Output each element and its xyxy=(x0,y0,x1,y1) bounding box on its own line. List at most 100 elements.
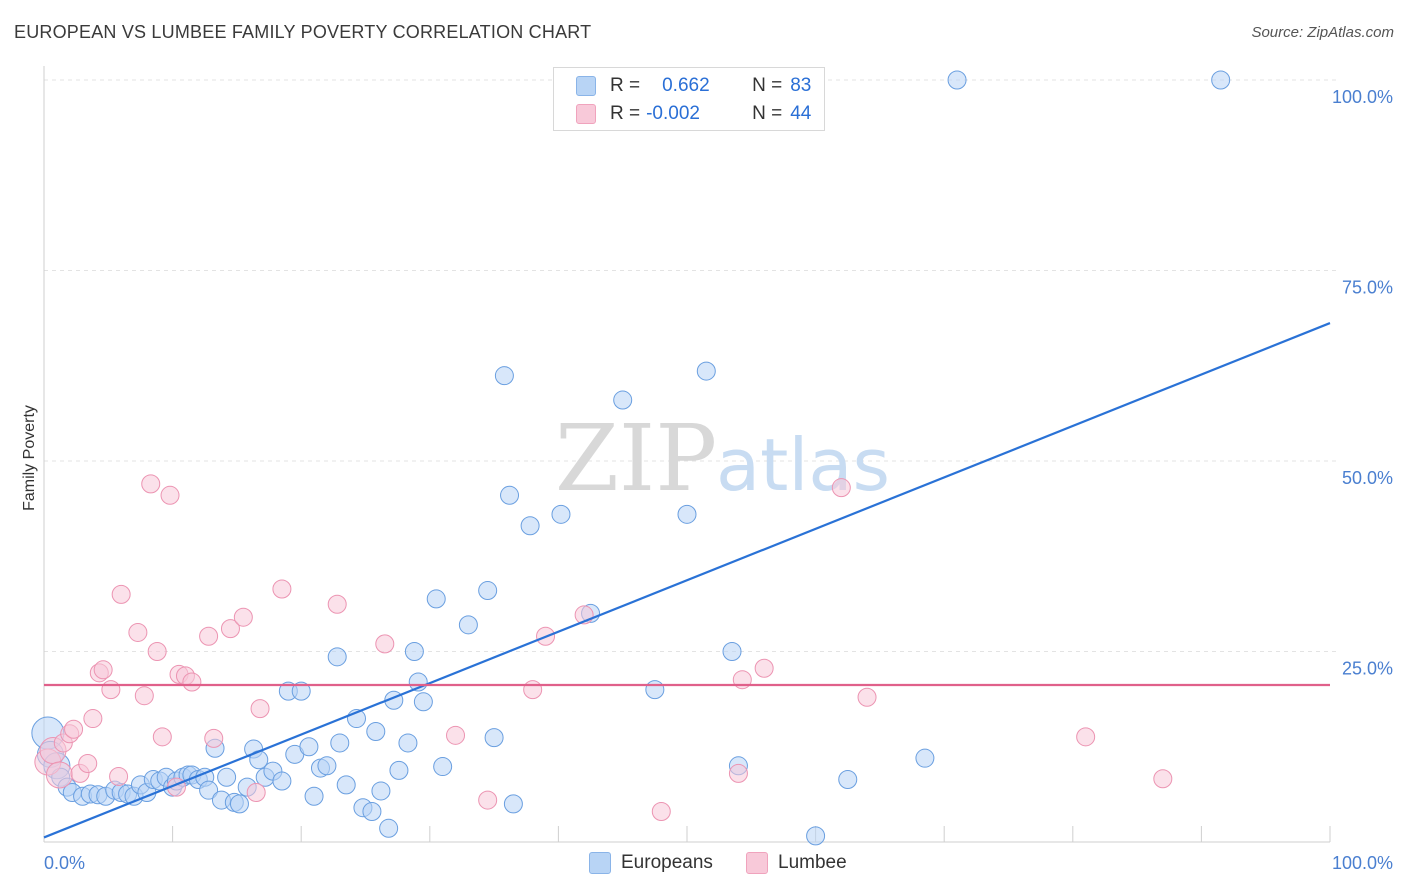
europeans-point xyxy=(398,733,418,753)
europeans-point xyxy=(336,775,356,795)
lumbee-point xyxy=(327,594,347,614)
lumbee-point xyxy=(220,619,240,639)
europeans-point xyxy=(696,361,716,381)
trend-lines xyxy=(43,322,1331,839)
europeans-point xyxy=(291,681,311,701)
series-legend: Europeans Lumbee xyxy=(0,852,1406,876)
lumbee-point xyxy=(109,766,129,786)
lumbee-legend-label: Lumbee xyxy=(778,852,847,873)
europeans-point xyxy=(915,748,935,768)
europeans-point xyxy=(806,826,826,846)
europeans-legend-label: Europeans xyxy=(621,852,713,873)
lumbee-point xyxy=(199,626,219,646)
lumbee-point xyxy=(754,658,774,678)
r-label: R = xyxy=(610,103,641,124)
lumbee-legend-swatch xyxy=(746,852,768,874)
x-tick-label-min: 0.0% xyxy=(44,853,85,873)
europeans-point xyxy=(199,780,219,800)
europeans-point xyxy=(645,680,665,700)
lumbee-point xyxy=(728,763,748,783)
europeans-point xyxy=(503,794,523,814)
europeans-point xyxy=(520,516,540,536)
europeans-point xyxy=(433,757,453,777)
lumbee-point xyxy=(128,622,148,642)
europeans-point xyxy=(304,786,324,806)
lumbee-point xyxy=(64,719,84,739)
lumbee-point xyxy=(446,725,466,745)
europeans-point xyxy=(1211,70,1231,90)
europeans-point xyxy=(722,642,742,661)
lumbee-point xyxy=(272,579,292,599)
lumbee-point xyxy=(141,474,161,494)
europeans-point xyxy=(494,366,514,386)
lumbee-point xyxy=(1153,769,1173,789)
europeans-point xyxy=(478,581,498,601)
europeans-point xyxy=(272,771,292,791)
europeans-legend-swatch xyxy=(589,852,611,874)
r-value-europeans: 0.662 xyxy=(662,75,710,96)
lumbee-point xyxy=(78,754,98,774)
europeans-point xyxy=(458,615,478,635)
legend-item-lumbee[interactable]: Lumbee xyxy=(746,852,847,874)
lumbee-point xyxy=(831,478,851,498)
lumbee-point xyxy=(478,790,498,810)
lumbee-point xyxy=(250,699,270,719)
lumbee-point xyxy=(246,782,266,802)
chart-title: EUROPEAN VS LUMBEE FAMILY POVERTY CORREL… xyxy=(14,22,592,42)
n-label: N = xyxy=(752,75,783,96)
source-label: Source: ZipAtlas.com xyxy=(1251,24,1394,41)
lumbee-point xyxy=(523,680,543,700)
europeans-point xyxy=(379,818,399,838)
lumbee-points xyxy=(34,474,1173,822)
lumbee-point xyxy=(147,642,167,661)
europeans-point xyxy=(389,760,409,780)
lumbee-point xyxy=(182,672,202,692)
lumbee-point xyxy=(152,727,172,747)
lumbee-point xyxy=(204,728,224,748)
x-tick-label-max: 100.0% xyxy=(1332,853,1393,873)
europeans-point xyxy=(838,770,858,790)
europeans-point xyxy=(551,504,571,524)
tick-labels: 25.0% 50.0% 75.0% 100.0% 0.0% 100.0% xyxy=(44,87,1393,873)
europeans-point xyxy=(327,647,347,667)
europeans-point xyxy=(500,485,520,505)
y-tick-label: 25.0% xyxy=(1342,659,1393,679)
lumbee-point xyxy=(83,709,103,729)
n-label: N = xyxy=(752,103,783,124)
gridlines xyxy=(44,79,1338,652)
y-tick-label: 100.0% xyxy=(1332,87,1393,107)
y-tick-label: 50.0% xyxy=(1342,468,1393,488)
correlation-legend: R = 0.662 N = 83 R = -0.002 N = 44 xyxy=(553,67,825,131)
europeans-point xyxy=(330,733,350,753)
europeans-point xyxy=(371,781,391,801)
europeans-point xyxy=(404,642,424,661)
n-value-lumbee: 44 xyxy=(790,103,812,124)
europeans-point xyxy=(613,390,633,410)
lumbee-point xyxy=(857,687,877,707)
europeans-point xyxy=(229,794,249,814)
y-tick-label: 75.0% xyxy=(1342,278,1393,298)
lumbee-point xyxy=(1076,727,1096,747)
watermark-zip: ZIP xyxy=(555,405,717,512)
europeans-point xyxy=(413,692,433,712)
europeans-point xyxy=(299,737,319,757)
europeans-point xyxy=(426,589,446,609)
lumbee-point xyxy=(160,485,180,505)
watermark-atlas: atlas xyxy=(716,423,890,507)
lumbee-point xyxy=(45,761,73,789)
europeans-point xyxy=(484,728,504,748)
lumbee-point xyxy=(233,607,253,627)
europeans-swatch xyxy=(576,76,596,96)
lumbee-point xyxy=(375,634,395,654)
n-value-europeans: 83 xyxy=(790,75,812,96)
legend-item-europeans[interactable]: Europeans xyxy=(589,852,713,874)
r-value-lumbee: -0.002 xyxy=(646,103,700,124)
europeans-point xyxy=(366,722,386,742)
lumbee-point xyxy=(651,802,671,822)
europeans-point xyxy=(217,767,237,787)
lumbee-point xyxy=(111,584,131,604)
lumbee-point xyxy=(93,660,113,680)
europeans-point xyxy=(362,802,382,822)
